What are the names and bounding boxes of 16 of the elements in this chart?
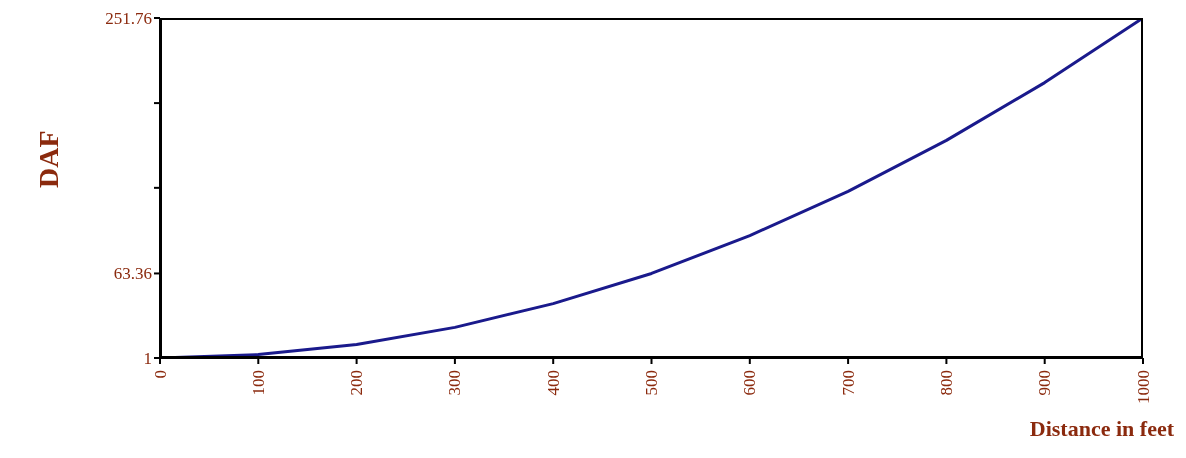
y-tick-label: 1: [143, 349, 152, 369]
x-tick-label: 400: [543, 370, 563, 396]
x-tick-label: 600: [740, 370, 760, 396]
x-tick-label: 100: [248, 370, 268, 396]
y-tick-label: 63.36: [113, 264, 152, 284]
x-tick-label: 300: [445, 370, 465, 396]
x-tick-label: 900: [1035, 370, 1055, 396]
x-tick-label: 200: [347, 370, 367, 396]
x-tick-label: 0: [150, 370, 170, 379]
x-tick-label: 1000: [1133, 370, 1153, 404]
x-axis-title: Distance in feet: [1029, 416, 1174, 442]
x-tick-label: 700: [838, 370, 858, 396]
y-tick-label: 251.76: [105, 9, 152, 29]
x-tick-label: 800: [936, 370, 956, 396]
y-axis-title: DAF: [32, 130, 64, 188]
x-tick-label: 500: [642, 370, 661, 396]
